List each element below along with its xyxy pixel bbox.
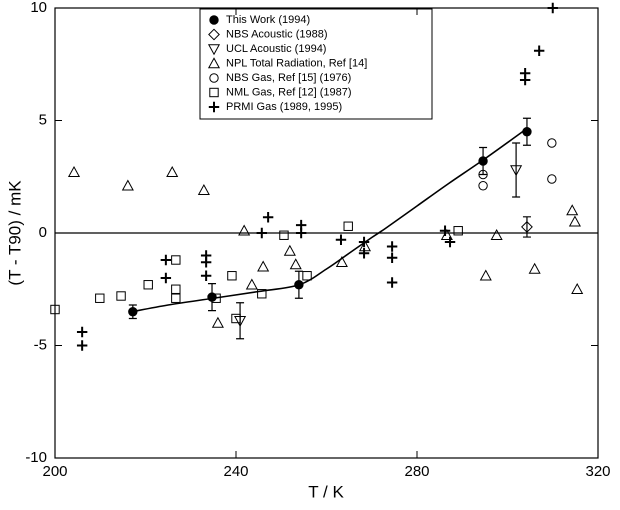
marker (95, 293, 105, 303)
marker (50, 304, 60, 315)
marker (547, 174, 557, 184)
marker (343, 221, 353, 231)
marker (207, 57, 221, 69)
x-tick-label: 240 (223, 463, 248, 480)
marker (335, 234, 347, 245)
y-tick-label: -5 (34, 336, 47, 353)
marker (386, 241, 398, 252)
legend-label: NML Gas, Ref [12] (1987) (226, 86, 352, 98)
marker (256, 227, 267, 239)
marker (478, 181, 488, 191)
marker (571, 283, 584, 294)
marker (227, 271, 237, 281)
marker (279, 230, 289, 240)
marker (76, 326, 88, 338)
legend-label: This Work (1994) (226, 14, 310, 26)
marker (295, 227, 307, 239)
marker (521, 221, 533, 233)
marker (200, 257, 212, 268)
marker (439, 225, 451, 236)
marker (128, 307, 138, 317)
marker (200, 270, 212, 281)
marker (209, 87, 219, 98)
marker (171, 293, 181, 303)
x-tick-label: 320 (585, 463, 610, 480)
marker (257, 260, 270, 272)
marker (490, 229, 503, 240)
marker (386, 277, 398, 288)
marker (208, 101, 220, 113)
marker (479, 269, 492, 281)
legend-label: NPL Total Radiation, Ref [14] (226, 57, 367, 69)
marker (238, 224, 251, 236)
marker (510, 165, 523, 177)
marker (568, 215, 581, 227)
y-tick-label: 5 (39, 111, 47, 128)
marker (453, 226, 463, 236)
marker (302, 271, 312, 281)
marker (478, 169, 488, 180)
marker (335, 256, 348, 267)
marker (262, 212, 274, 223)
x-tick-label: 200 (42, 463, 67, 480)
marker (116, 291, 126, 301)
marker (208, 28, 220, 41)
y-tick-label: 10 (30, 0, 47, 16)
error-bar (522, 216, 531, 238)
y-tick-label: 0 (39, 224, 47, 241)
error-bar (512, 142, 521, 198)
fit-curve (131, 128, 527, 313)
marker (358, 248, 370, 259)
marker (209, 73, 219, 83)
legend-box (199, 8, 433, 120)
marker (143, 280, 153, 290)
y-axis-label: (T - T90) / mK (5, 180, 24, 286)
marker (160, 272, 172, 284)
marker (386, 252, 398, 263)
marker (209, 15, 219, 25)
y-tick-label: -10 (25, 449, 47, 466)
marker (166, 166, 179, 177)
marker (547, 2, 558, 14)
marker (478, 156, 488, 166)
marker (444, 236, 456, 248)
marker (160, 254, 172, 266)
marker (211, 316, 224, 328)
marker (566, 204, 579, 216)
marker (547, 138, 557, 148)
marker (171, 284, 181, 294)
marker (121, 179, 134, 191)
marker (522, 127, 532, 137)
marker (528, 262, 541, 274)
marker (289, 258, 302, 270)
marker (245, 278, 258, 290)
legend-label: PRMI Gas (1989, 1995) (226, 101, 342, 113)
legend-label: UCL Acoustic (1994) (226, 43, 326, 55)
marker (207, 44, 221, 56)
marker (519, 74, 531, 86)
x-axis-label: T / K (308, 482, 344, 501)
marker (358, 236, 370, 248)
marker (283, 244, 296, 256)
marker (211, 293, 221, 303)
legend-label: NBS Gas, Ref [15] (1976) (226, 72, 351, 84)
marker (231, 313, 241, 324)
x-tick-label: 280 (404, 463, 429, 480)
marker (294, 280, 304, 290)
marker (67, 166, 81, 177)
legend-label: NBS Acoustic (1988) (226, 28, 328, 40)
marker (533, 45, 545, 56)
marker (76, 340, 88, 351)
marker (197, 184, 210, 195)
marker (171, 255, 181, 265)
marker (257, 289, 267, 299)
